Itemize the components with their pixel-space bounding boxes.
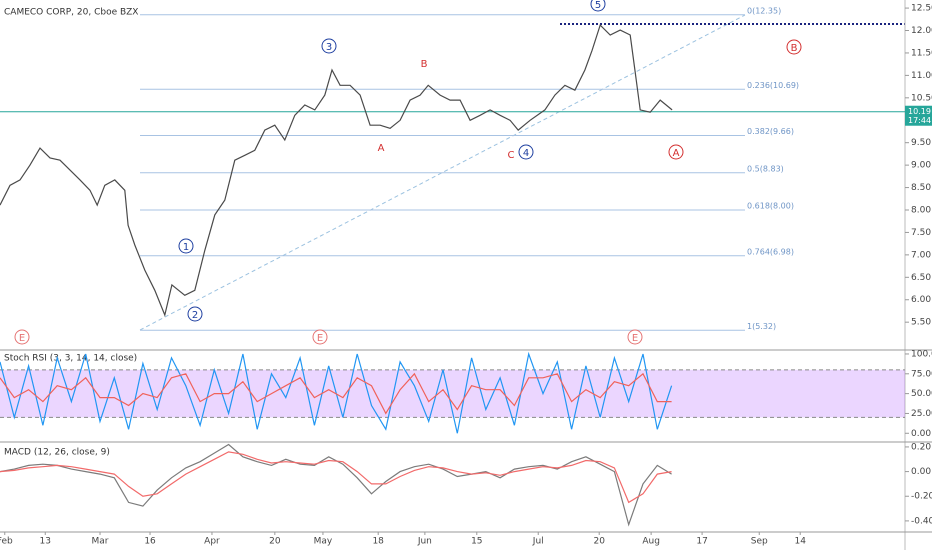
fib-label: 0.236(10.69) (747, 81, 799, 90)
wave-circle (187, 306, 203, 322)
x-tick-label: Jun (417, 537, 432, 547)
y-tick-label: 0.20 (911, 442, 931, 452)
fib-label: 0.382(9.66) (747, 127, 794, 136)
fib-label: 1(5.32) (747, 322, 776, 331)
x-tick-label: Sep (751, 537, 768, 547)
x-tick-label: 15 (471, 537, 482, 547)
wave-circle (627, 329, 643, 345)
trend-line (139, 14, 746, 331)
indicator-line (0, 351, 673, 434)
chart-title: CAMECO CORP, 20, Cboe BZX (4, 8, 138, 18)
y-tick-label: 12.00 (911, 26, 932, 36)
x-tick-label: 20 (593, 537, 605, 547)
fib-label: 0(12.35) (747, 6, 781, 15)
y-tick-label: 9.00 (911, 161, 931, 171)
last-price-box (905, 105, 932, 126)
x-tick-label: Apr (204, 537, 220, 547)
y-tick-label: -0.20 (911, 492, 932, 502)
wave-label: A (378, 143, 385, 154)
x-tick-label: Mar (92, 537, 109, 547)
x-tick-label: 13 (40, 537, 51, 547)
x-tick-label: 20 (269, 537, 281, 547)
indicator-line (0, 372, 672, 415)
x-tick-label: 17 (696, 537, 707, 547)
wave-label: 1 (183, 242, 189, 253)
y-tick-label: 10.50 (911, 93, 932, 103)
wave-label: 5 (595, 0, 601, 11)
wave-circle (786, 39, 802, 55)
stoch-title: Stoch RSI (3, 3, 14, 14, close) (4, 354, 137, 364)
y-tick-label: 8.00 (911, 206, 931, 216)
y-tick-label: 100.00 (911, 349, 932, 359)
price-line (0, 23, 673, 317)
x-tick-label: Feb (0, 537, 13, 547)
wave-circle (14, 329, 30, 345)
y-tick-label: 6.50 (911, 273, 931, 283)
y-tick-label: 7.00 (911, 250, 931, 260)
y-tick-label: 75.00 (911, 369, 932, 379)
wave-label: 3 (326, 42, 332, 53)
y-tick-label: 11.50 (911, 48, 932, 58)
x-tick-label: May (314, 537, 333, 547)
y-tick-label: 6.00 (911, 295, 931, 305)
wave-circle (518, 144, 534, 160)
wave-label: A (673, 148, 680, 159)
macd-title: MACD (12, 26, close, 9) (4, 448, 110, 458)
x-tick-label: Jul (532, 537, 544, 547)
wave-label: E (19, 333, 25, 344)
x-tick-label: 18 (372, 537, 384, 547)
y-tick-label: 5.50 (911, 318, 931, 328)
wave-label: 2 (192, 310, 198, 321)
wave-circle (178, 238, 194, 254)
fib-label: 0.5(8.83) (747, 164, 784, 173)
x-tick-label: Aug (642, 537, 660, 547)
wave-label: B (791, 43, 798, 54)
indicator-line (0, 451, 672, 504)
y-tick-label: 11.00 (911, 71, 932, 81)
wave-circle (668, 144, 684, 160)
wave-circle (590, 0, 606, 12)
y-tick-label: 0.00 (911, 429, 931, 439)
wave-label: C (508, 150, 515, 161)
wave-circle (312, 329, 328, 345)
y-tick-label: 25.00 (911, 409, 932, 419)
y-tick-label: 12.50 (911, 4, 932, 14)
y-tick-label: 50.00 (911, 389, 932, 399)
countdown-label: 17:44 (908, 116, 931, 125)
x-tick-label: 16 (144, 537, 156, 547)
wave-label: B (421, 59, 428, 70)
y-tick-label: 8.50 (911, 183, 931, 193)
wave-label: E (317, 333, 323, 344)
y-tick-label: 9.50 (911, 138, 931, 148)
wave-label: 4 (523, 148, 529, 159)
wave-circle (321, 38, 337, 54)
fib-label: 0.764(6.98) (747, 247, 794, 256)
last-price-label: 10.19 (908, 107, 931, 116)
y-tick-label: 0.00 (911, 467, 931, 477)
y-tick-label: -0.40 (911, 516, 932, 526)
y-tick-label: 7.50 (911, 228, 931, 238)
fib-label: 0.618(8.00) (747, 202, 794, 211)
x-tick-label: 14 (794, 537, 806, 547)
wave-label: E (632, 333, 638, 344)
